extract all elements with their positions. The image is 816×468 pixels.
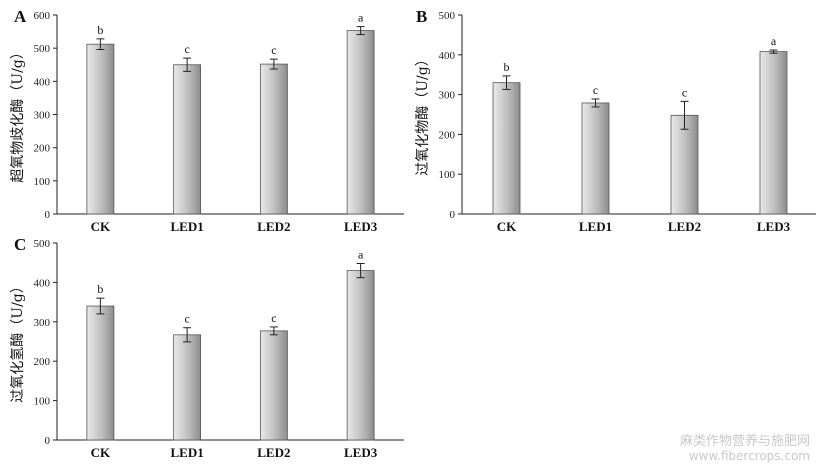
x-category-label: LED3 — [344, 219, 378, 234]
bar-led3 — [759, 51, 788, 215]
bar-ck — [86, 43, 115, 215]
significance-label: a — [358, 247, 364, 261]
x-category-label: LED2 — [257, 445, 290, 460]
watermark: 麻类作物营养与施肥网 www.fibercrops.com — [680, 434, 810, 464]
significance-label: b — [504, 60, 510, 74]
y-tick-label: 600 — [34, 10, 51, 22]
y-tick-label: 200 — [34, 356, 51, 368]
y-tick-label: 300 — [34, 317, 51, 329]
watermark-site-name: 麻类作物营养与施肥网 — [679, 434, 810, 449]
x-category-label: CK — [91, 219, 111, 234]
y-tick-label: 500 — [34, 238, 51, 250]
significance-label: a — [771, 34, 777, 48]
y-tick-label: 400 — [34, 76, 51, 88]
x-category-label: CK — [497, 219, 517, 234]
y-tick-label: 500 — [439, 10, 456, 22]
y-tick-label: 500 — [34, 43, 51, 55]
significance-label: b — [97, 23, 103, 37]
bar-led1 — [581, 102, 610, 215]
x-category-label: CK — [91, 445, 111, 460]
bar-led1 — [173, 334, 202, 441]
significance-label: c — [593, 83, 598, 97]
x-category-label: LED3 — [344, 445, 378, 460]
x-category-label: LED1 — [579, 219, 612, 234]
bar-led3 — [346, 270, 375, 441]
significance-label: c — [271, 311, 276, 325]
y-tick-label: 400 — [34, 277, 51, 289]
x-category-label: LED3 — [757, 219, 791, 234]
y-axis-title: 超氧物歧化酶（U/g） — [10, 45, 26, 182]
y-axis-title: 过氧化氢酶（U/g） — [10, 279, 26, 402]
y-tick-label: 400 — [439, 50, 456, 62]
y-tick-label: 100 — [34, 176, 51, 188]
bar-led2 — [259, 330, 288, 441]
significance-label: a — [358, 11, 364, 25]
bar-ck — [86, 305, 115, 441]
chart-panel-A: A 超氧物歧化酶（U/g） 0 100 200 300 400 500 600 b CK c LED1 c… — [10, 7, 404, 234]
x-category-label: LED1 — [171, 219, 204, 234]
bar-led2 — [259, 63, 288, 215]
y-tick-label: 0 — [45, 435, 51, 447]
y-tick-label: 100 — [34, 396, 51, 408]
bar-led1 — [173, 64, 202, 215]
bar-ck — [492, 82, 521, 215]
significance-label: c — [184, 42, 189, 56]
significance-label: c — [682, 85, 687, 99]
y-tick-label: 0 — [450, 209, 456, 221]
x-category-label: LED1 — [171, 445, 204, 460]
y-tick-label: 100 — [439, 169, 456, 181]
y-tick-label: 200 — [439, 129, 456, 141]
x-category-label: LED2 — [668, 219, 701, 234]
panel-letter: B — [416, 7, 427, 26]
significance-label: c — [271, 43, 276, 57]
y-tick-label: 300 — [439, 90, 456, 102]
significance-label: c — [184, 312, 189, 326]
chart-panel-C: C 过氧化氢酶（U/g） 0 100 200 300 400 500 b CK c LED1 c LED2… — [10, 235, 404, 460]
panel-letter: C — [14, 235, 26, 254]
y-tick-label: 0 — [45, 209, 51, 221]
x-category-label: LED2 — [257, 219, 290, 234]
y-tick-label: 300 — [34, 110, 51, 122]
watermark-url: www.fibercrops.com — [688, 449, 810, 463]
panel-letter: A — [14, 7, 27, 26]
chart-panel-B: B 过氧化物酶（U/g） 0 100 200 300 400 500 b CK c LED1 c LED2… — [415, 7, 816, 234]
significance-label: b — [97, 282, 103, 296]
y-axis-title: 过氧化物酶（U/g） — [415, 52, 431, 175]
bar-led2 — [670, 114, 699, 215]
y-tick-label: 200 — [34, 143, 51, 155]
bar-led3 — [346, 30, 375, 215]
